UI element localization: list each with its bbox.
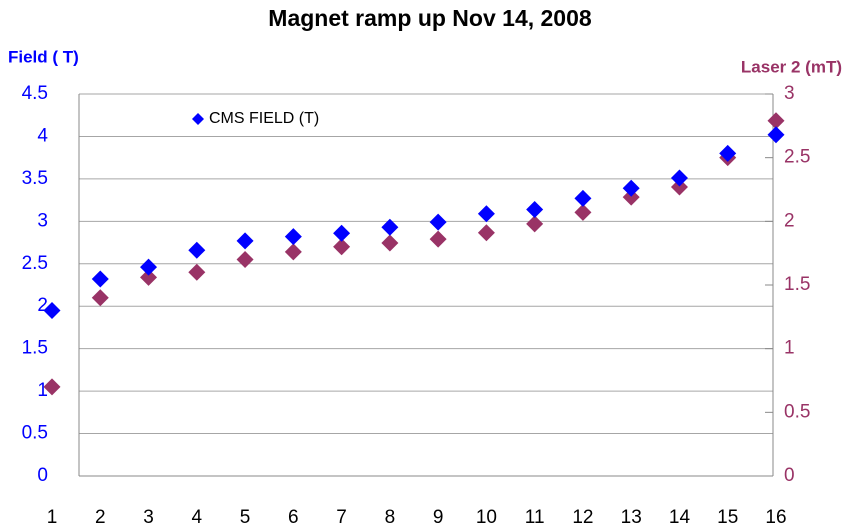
x-tick-label: 6 xyxy=(288,507,299,528)
x-tick-label: 12 xyxy=(572,507,593,528)
data-point xyxy=(140,258,158,276)
y-axis-title: Field ( T) xyxy=(8,47,79,66)
x-tick-label: 14 xyxy=(669,507,691,528)
y-tick-label: 0.5 xyxy=(22,423,48,444)
data-point xyxy=(670,178,688,196)
data-point xyxy=(236,232,254,250)
data-point xyxy=(477,205,495,223)
y-tick-label: 0 xyxy=(37,465,48,486)
data-point xyxy=(767,112,785,130)
y-tick-label: 3 xyxy=(37,210,48,231)
y-tick-label: 4.5 xyxy=(22,83,48,104)
x-tick-label: 3 xyxy=(143,507,154,528)
x-tick-label: 15 xyxy=(717,507,738,528)
chart-title: Magnet ramp up Nov 14, 2008 xyxy=(268,5,592,31)
data-point xyxy=(91,270,109,288)
data-point xyxy=(526,215,544,233)
y2-tick-label: 1.5 xyxy=(784,274,810,295)
x-tick-label: 5 xyxy=(240,507,251,528)
data-point xyxy=(188,263,206,281)
data-point xyxy=(140,268,158,286)
data-point xyxy=(622,188,640,206)
x-tick-label: 4 xyxy=(192,507,203,528)
y2-tick-label: 0.5 xyxy=(784,401,810,422)
data-point xyxy=(91,289,109,307)
y-tick-label: 2 xyxy=(37,295,48,316)
x-tick-label: 16 xyxy=(765,507,786,528)
y-tick-label: 1.5 xyxy=(22,338,48,359)
y2-axis-title: Laser 2 (mT) xyxy=(741,57,842,76)
y-tick-label: 4 xyxy=(37,125,48,146)
y-tick-label: 3.5 xyxy=(22,168,48,189)
legend-label: CMS FIELD (T) xyxy=(209,110,319,127)
data-point xyxy=(333,224,351,242)
data-point xyxy=(284,243,302,261)
y2-tick-label: 2 xyxy=(784,210,795,231)
data-point xyxy=(381,218,399,236)
data-point xyxy=(284,228,302,246)
y2-tick-label: 0 xyxy=(784,465,795,486)
y2-tick-label: 2.5 xyxy=(784,147,810,168)
data-point xyxy=(526,200,544,218)
x-tick-label: 8 xyxy=(385,507,396,528)
data-point xyxy=(670,169,688,187)
data-point xyxy=(429,230,447,248)
data-point xyxy=(381,234,399,252)
x-tick-label: 7 xyxy=(336,507,347,528)
y2-tick-label: 3 xyxy=(784,83,795,104)
data-point xyxy=(767,126,785,144)
x-tick-label: 13 xyxy=(621,507,642,528)
x-tick-label: 1 xyxy=(47,507,58,528)
x-tick-label: 11 xyxy=(525,507,545,528)
data-point xyxy=(622,179,640,197)
x-tick-label: 9 xyxy=(433,507,444,528)
data-point xyxy=(477,224,495,242)
data-point xyxy=(43,378,61,396)
data-point xyxy=(429,213,447,231)
data-point xyxy=(719,144,737,162)
data-point xyxy=(574,189,592,207)
y2-tick-label: 1 xyxy=(784,338,795,359)
data-point xyxy=(574,203,592,221)
y-tick-label: 2.5 xyxy=(22,253,48,274)
legend-marker xyxy=(192,113,204,125)
data-point xyxy=(43,301,61,319)
x-tick-label: 2 xyxy=(95,507,106,528)
data-point xyxy=(188,241,206,259)
data-point xyxy=(236,251,254,269)
data-point xyxy=(333,238,351,256)
y-tick-label: 1 xyxy=(37,380,48,401)
x-tick-label: 10 xyxy=(476,507,497,528)
